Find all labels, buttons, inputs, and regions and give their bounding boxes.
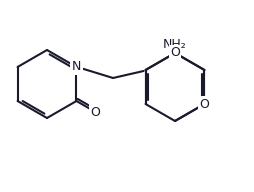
Text: N: N xyxy=(72,60,81,74)
Text: O: O xyxy=(91,105,100,118)
Text: N: N xyxy=(72,60,81,74)
Text: O: O xyxy=(199,98,209,111)
Text: NH₂: NH₂ xyxy=(163,38,187,51)
Text: O: O xyxy=(91,105,100,118)
Text: NH₂: NH₂ xyxy=(163,38,187,51)
Text: O: O xyxy=(170,46,180,60)
Text: O: O xyxy=(199,98,209,111)
Text: O: O xyxy=(170,46,180,60)
